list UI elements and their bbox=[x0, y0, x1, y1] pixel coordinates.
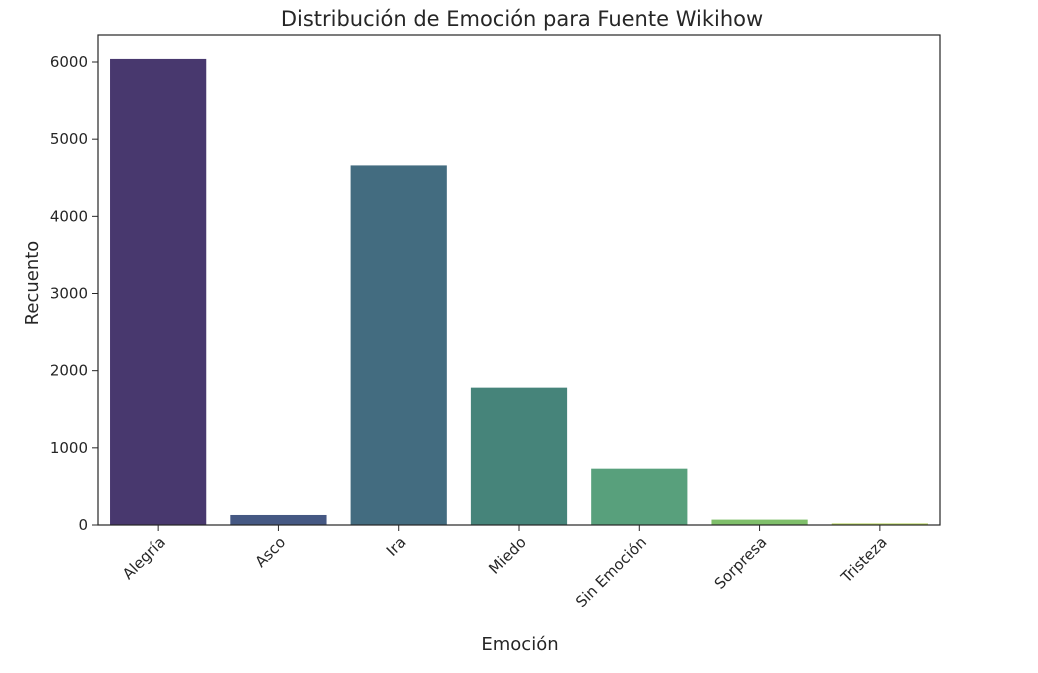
x-tick-label: Miedo bbox=[485, 533, 530, 578]
y-tick-label: 5000 bbox=[50, 130, 88, 148]
bar-sin-emoción bbox=[591, 468, 688, 525]
bar-alegría bbox=[110, 58, 207, 525]
y-tick-label: 3000 bbox=[50, 285, 88, 303]
x-tick-label: Alegría bbox=[119, 533, 169, 583]
bar-ira bbox=[350, 165, 447, 525]
x-tick-label: Sorpresa bbox=[711, 533, 771, 593]
x-tick-label: Sin Emoción bbox=[572, 533, 650, 611]
chart-title: Distribución de Emoción para Fuente Wiki… bbox=[281, 7, 763, 31]
bar-tristeza bbox=[831, 523, 928, 525]
y-axis-label: Recuento bbox=[22, 241, 43, 326]
x-axis-ticks: Alegría Asco Ira Miedo Sin Emoción Sorpresa Tr… bbox=[119, 525, 891, 611]
x-tick-label: Ira bbox=[383, 533, 410, 560]
y-tick-label: 4000 bbox=[50, 207, 88, 225]
y-tick-label: 6000 bbox=[50, 53, 88, 71]
bars-layer bbox=[110, 58, 928, 525]
y-tick-label: 0 bbox=[78, 516, 88, 534]
y-axis-ticks: 0 1000 2000 3000 4000 5000 6000 bbox=[50, 53, 98, 534]
bar-asco bbox=[230, 514, 327, 525]
y-tick-label: 2000 bbox=[50, 362, 88, 380]
plot-frame bbox=[97, 34, 941, 526]
bar-miedo bbox=[470, 387, 568, 525]
y-tick-label: 1000 bbox=[50, 439, 88, 457]
x-tick-label: Asco bbox=[251, 533, 289, 571]
x-axis-label: Emoción bbox=[481, 634, 558, 655]
x-tick-label: Tristeza bbox=[837, 533, 891, 587]
bar-sorpresa bbox=[711, 519, 808, 525]
